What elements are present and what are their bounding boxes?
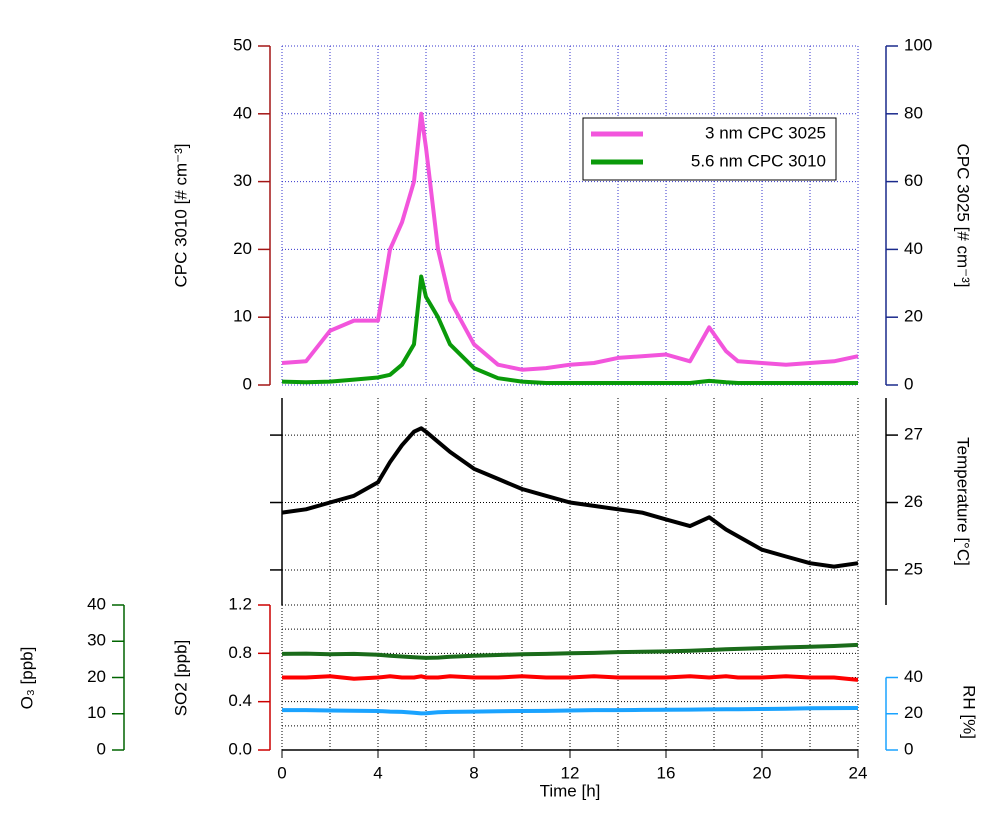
y-tick-label: 50 bbox=[233, 35, 252, 54]
y-tick-label: 10 bbox=[233, 307, 252, 326]
y-tick-label: 26 bbox=[904, 492, 923, 511]
y-tick-label: 0.8 bbox=[228, 643, 252, 662]
y-tick-label: 0 bbox=[97, 739, 106, 758]
x-axis-label: Time [h] bbox=[540, 781, 601, 800]
data-line bbox=[281, 426, 859, 569]
data-line bbox=[282, 674, 859, 682]
x-tick-label: 0 bbox=[277, 763, 286, 782]
y-tick-label: 0.0 bbox=[228, 739, 252, 758]
y-tick-label: 25 bbox=[904, 559, 923, 578]
y-tick-label: 1.2 bbox=[228, 594, 252, 613]
y-tick-label: 0 bbox=[243, 374, 252, 393]
y-tick-label: 100 bbox=[904, 35, 932, 54]
y-tick-label: 20 bbox=[904, 703, 923, 722]
y-tick-label: 10 bbox=[87, 703, 106, 722]
data-line bbox=[282, 706, 859, 716]
y-tick-label: 27 bbox=[904, 425, 923, 444]
y-tick-label: 20 bbox=[904, 307, 923, 326]
axis-label: RH [%] bbox=[960, 685, 979, 739]
x-tick-label: 16 bbox=[657, 763, 676, 782]
legend-label: 3 nm CPC 3025 bbox=[705, 123, 826, 142]
legend-label: 5.6 nm CPC 3010 bbox=[691, 151, 826, 170]
y-tick-label: 40 bbox=[904, 667, 923, 686]
y-tick-label: 0 bbox=[904, 374, 913, 393]
y-tick-label: 0.4 bbox=[228, 691, 252, 710]
y-tick-label: 80 bbox=[904, 103, 923, 122]
y-tick-label: 40 bbox=[87, 594, 106, 613]
x-tick-label: 4 bbox=[373, 763, 382, 782]
y-tick-label: 30 bbox=[87, 631, 106, 650]
data-line bbox=[281, 642, 859, 660]
y-tick-label: 40 bbox=[904, 239, 923, 258]
y-tick-label: 40 bbox=[233, 103, 252, 122]
x-tick-label: 8 bbox=[469, 763, 478, 782]
axis-label: SO2 [ppb] bbox=[171, 640, 190, 717]
data-line bbox=[281, 111, 859, 372]
x-tick-label: 12 bbox=[561, 763, 580, 782]
axis-label: CPC 3025 [# cm⁻³] bbox=[954, 143, 973, 287]
axis-label: O₃ [ppb] bbox=[17, 647, 36, 710]
y-tick-label: 0 bbox=[904, 739, 913, 758]
y-tick-label: 60 bbox=[904, 171, 923, 190]
x-tick-label: 20 bbox=[753, 763, 772, 782]
legend-box bbox=[582, 117, 837, 181]
data-line bbox=[281, 274, 858, 385]
y-tick-label: 30 bbox=[233, 171, 252, 190]
axis-label: Temperature [°C] bbox=[954, 437, 973, 566]
y-tick-label: 20 bbox=[87, 667, 106, 686]
x-tick-label: 24 bbox=[849, 763, 868, 782]
axis-label: CPC 3010 [# cm⁻³] bbox=[171, 143, 190, 287]
y-tick-label: 20 bbox=[233, 239, 252, 258]
